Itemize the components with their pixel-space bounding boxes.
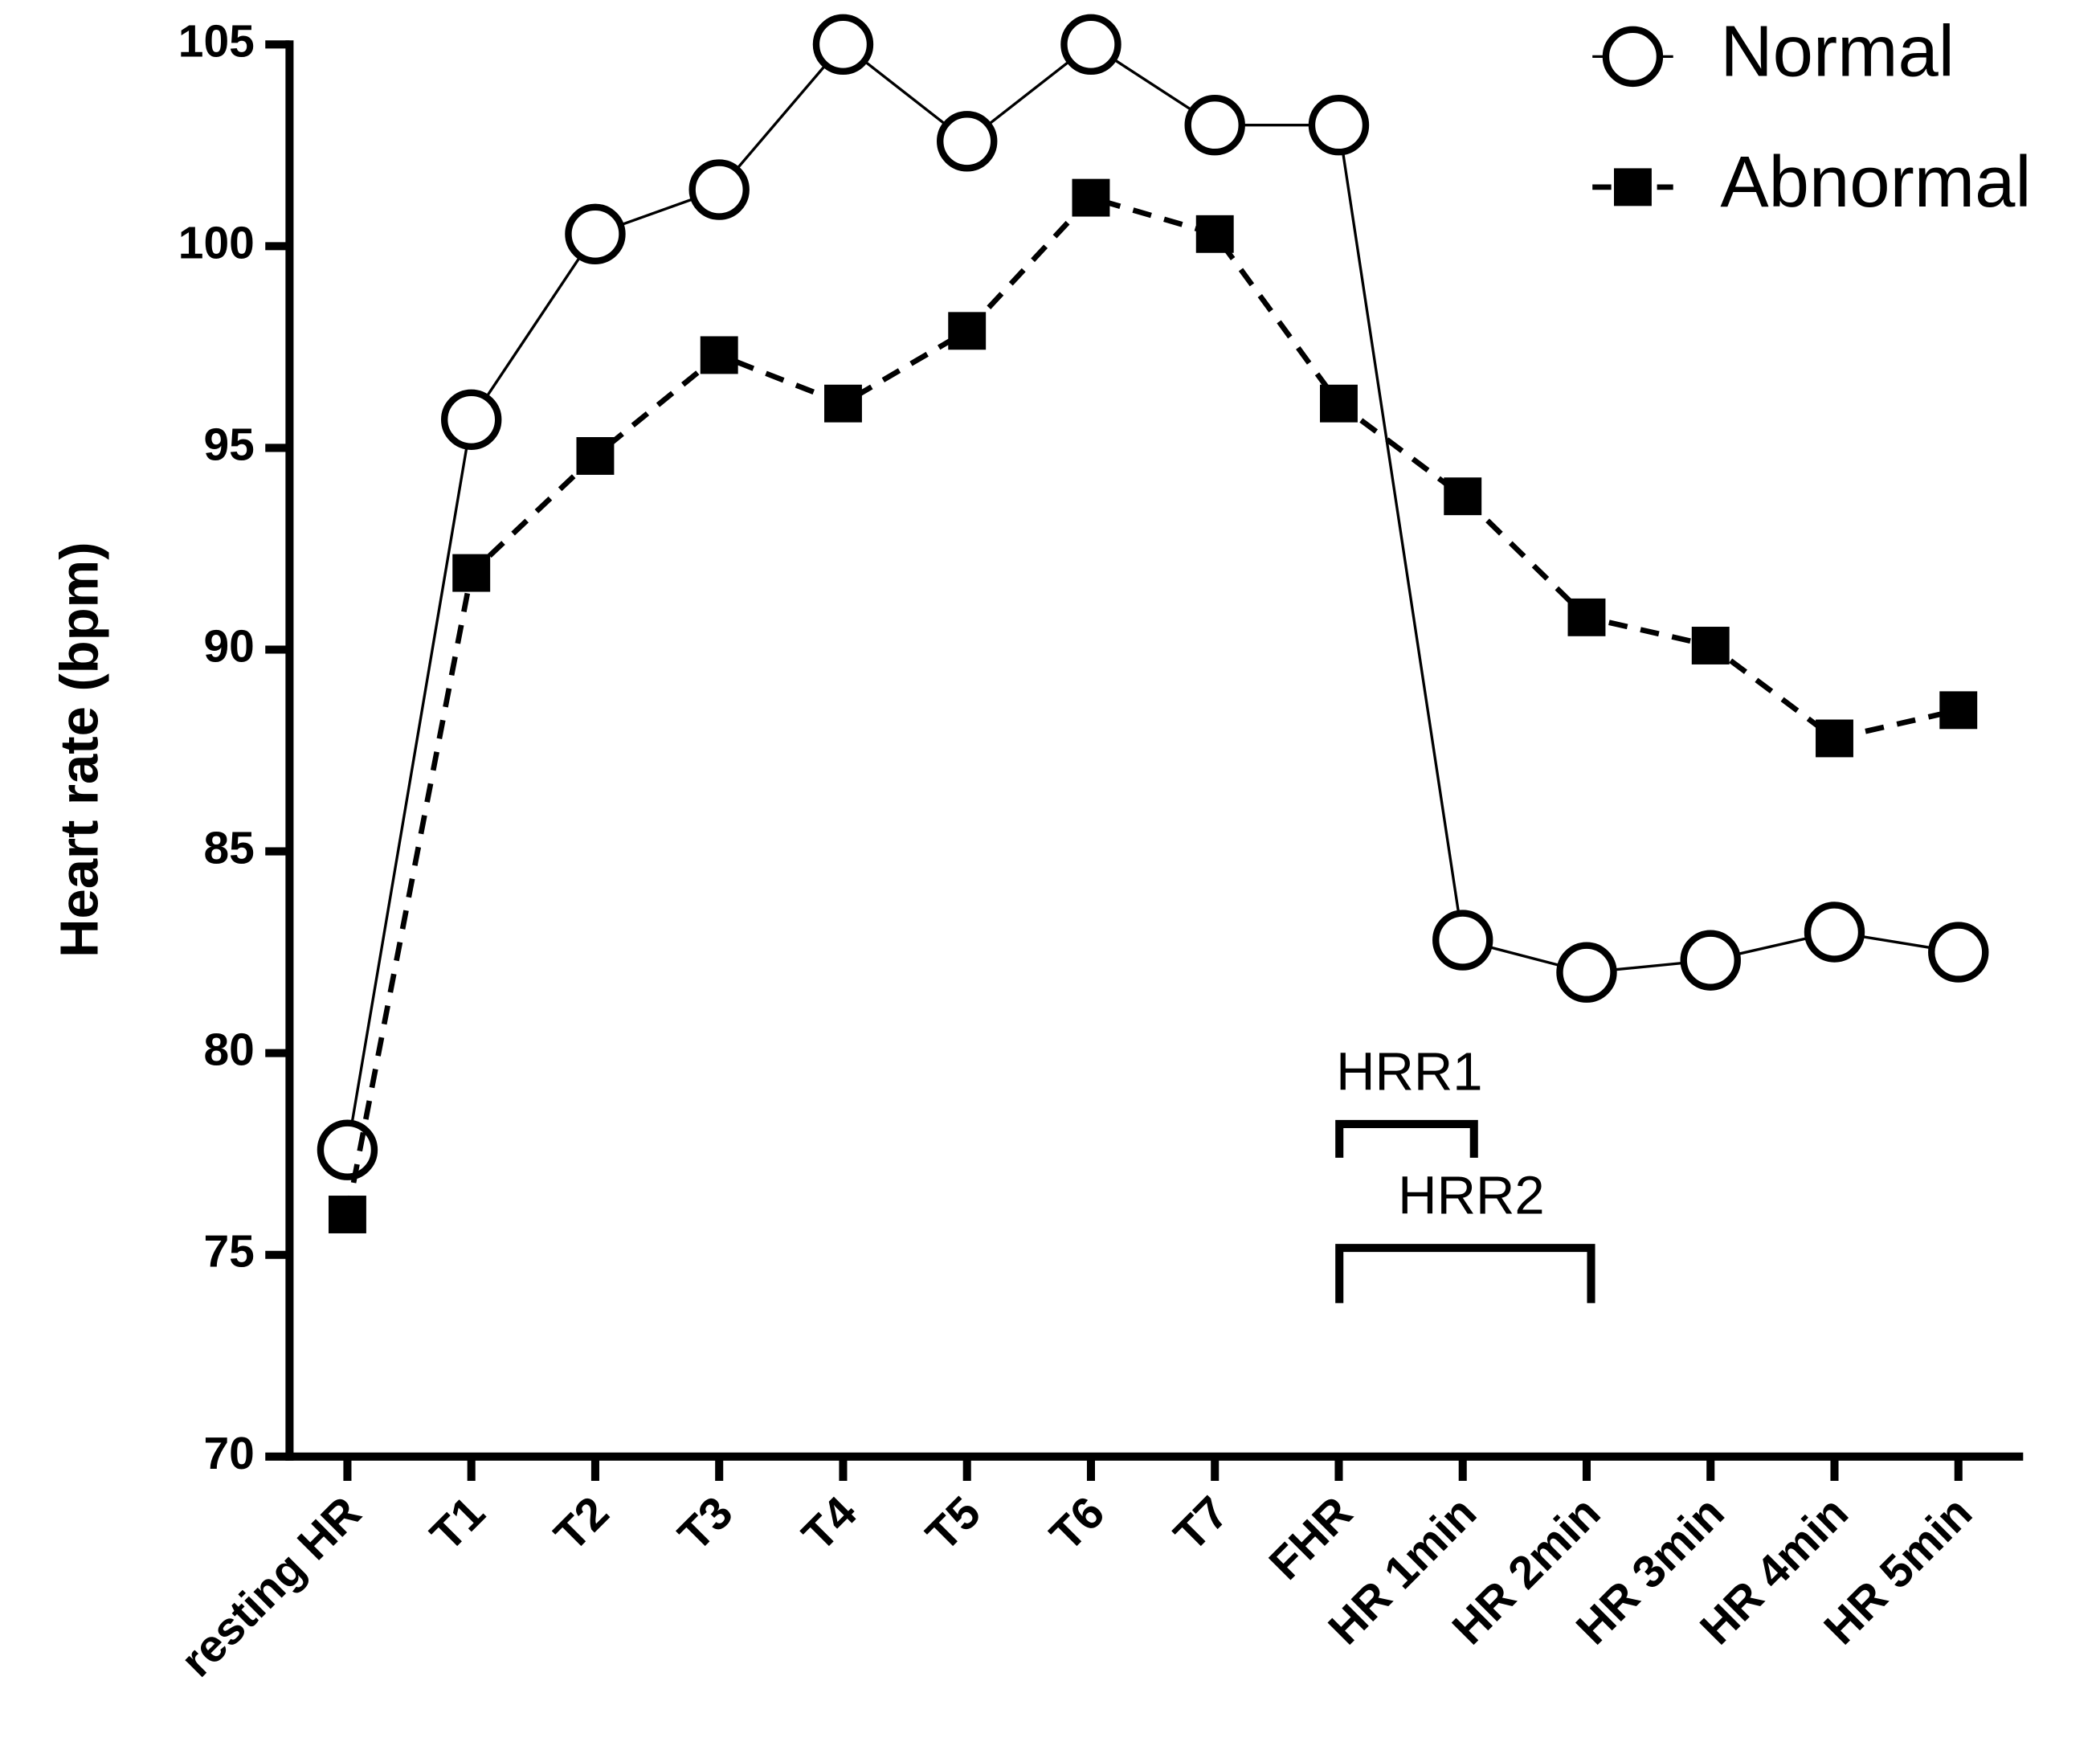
point [440, 389, 502, 450]
annotation: HRR1 [1336, 1041, 1482, 1102]
point [1939, 691, 1978, 730]
point [1816, 719, 1853, 758]
point [812, 14, 874, 75]
y-tick-label: 70 [203, 1428, 254, 1479]
x-tick-label: T6 [1040, 1486, 1114, 1560]
y-tick-label: 85 [203, 823, 254, 874]
point [948, 312, 987, 350]
legend-label: Normal [1720, 10, 1955, 92]
point [1691, 627, 1730, 664]
point [688, 159, 750, 220]
x-tick-label: T2 [545, 1486, 619, 1560]
point [937, 111, 998, 172]
point [328, 1196, 366, 1233]
hrr2-bracket [1335, 1244, 1595, 1303]
series-line [345, 194, 1959, 1216]
series-0 [317, 14, 1989, 1180]
hrr1-bracket [1335, 1119, 1478, 1158]
point [824, 384, 862, 423]
x-tick-label: T7 [1164, 1486, 1238, 1560]
legend-label: Abnormal [1720, 141, 2031, 223]
point [317, 1119, 378, 1180]
point [1184, 95, 1245, 156]
point [452, 554, 491, 592]
point [1444, 477, 1482, 516]
point [1680, 930, 1741, 991]
point [1567, 598, 1606, 636]
y-axis-label: Heart rate (bpm) [50, 542, 110, 957]
x-tick-label: T1 [421, 1486, 495, 1560]
point [1320, 384, 1358, 423]
x-tick-label: T5 [917, 1486, 991, 1560]
y-tick-label: 95 [203, 419, 254, 470]
point [1308, 95, 1370, 156]
point [1928, 922, 1989, 983]
y-tick-label: 75 [203, 1226, 254, 1278]
series-1 [328, 178, 1978, 1233]
point [1072, 178, 1110, 217]
hrr-brackets [1335, 1119, 1595, 1303]
point [1060, 14, 1121, 75]
y-tick-label: 80 [203, 1024, 254, 1076]
point [1195, 215, 1234, 253]
point [576, 437, 615, 475]
point [1432, 910, 1493, 971]
x-tick-label: T4 [792, 1486, 866, 1560]
x-tick-label: resting HR [171, 1486, 371, 1687]
y-tick-label: 100 [178, 217, 255, 268]
point [1613, 168, 1652, 206]
x-tick-label: FHR [1260, 1486, 1363, 1589]
y-tick-label: 105 [178, 15, 255, 67]
point [700, 336, 738, 374]
y-tick-label: 90 [203, 621, 254, 673]
point [565, 203, 626, 264]
point [1602, 26, 1664, 88]
point [1556, 942, 1617, 1003]
annotation: HRR2 [1398, 1165, 1544, 1225]
x-tick-label: T3 [668, 1486, 742, 1560]
point [1804, 902, 1865, 963]
